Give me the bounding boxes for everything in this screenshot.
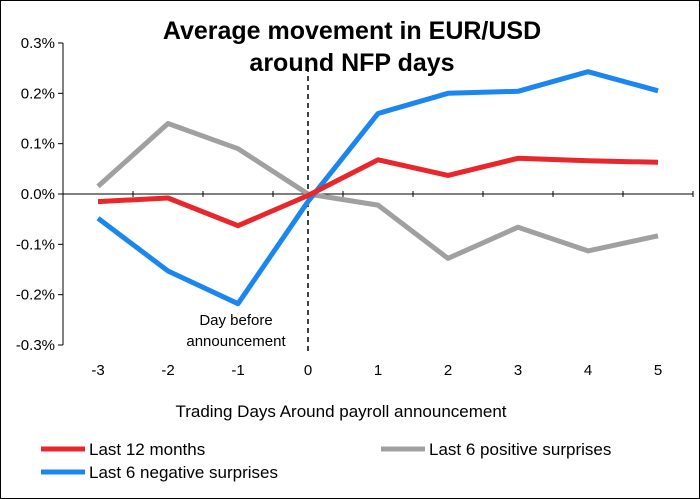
chart-title-line1: Average movement in EUR/USD bbox=[163, 17, 541, 45]
y-tick-label: 0.1% bbox=[21, 136, 55, 153]
series-line-2 bbox=[96, 69, 659, 307]
y-tick-label: 0.2% bbox=[21, 85, 55, 102]
y-tick-label: -0.3% bbox=[16, 337, 55, 354]
legend-label-0: Last 12 months bbox=[89, 440, 205, 459]
x-tick-label: 4 bbox=[584, 362, 592, 379]
series-line-0 bbox=[97, 155, 659, 229]
y-tick-label: -0.1% bbox=[16, 236, 55, 253]
x-tick-label: 5 bbox=[654, 362, 662, 379]
x-tick-label: 2 bbox=[444, 362, 452, 379]
legend-label-2: Last 6 negative surprises bbox=[89, 463, 278, 482]
x-tick-label: -2 bbox=[161, 362, 174, 379]
annotation-line1: Day before bbox=[199, 312, 272, 329]
y-tick-label: -0.2% bbox=[16, 287, 55, 304]
series-line-1 bbox=[96, 121, 659, 261]
annotation-line2: announcement bbox=[186, 333, 286, 350]
x-tick-label: 0 bbox=[304, 362, 312, 379]
y-tick-label: 0.3% bbox=[21, 35, 55, 52]
x-axis-label: Trading Days Around payroll announcement bbox=[175, 402, 506, 421]
y-tick-label: 0.0% bbox=[21, 186, 55, 203]
x-tick-label: 1 bbox=[374, 362, 382, 379]
chart-title-line2: around NFP days bbox=[249, 49, 454, 77]
x-tick-label: -1 bbox=[231, 362, 244, 379]
x-tick-label: 3 bbox=[514, 362, 522, 379]
x-tick-label: -3 bbox=[91, 362, 104, 379]
legend-label-1: Last 6 positive surprises bbox=[429, 440, 611, 459]
